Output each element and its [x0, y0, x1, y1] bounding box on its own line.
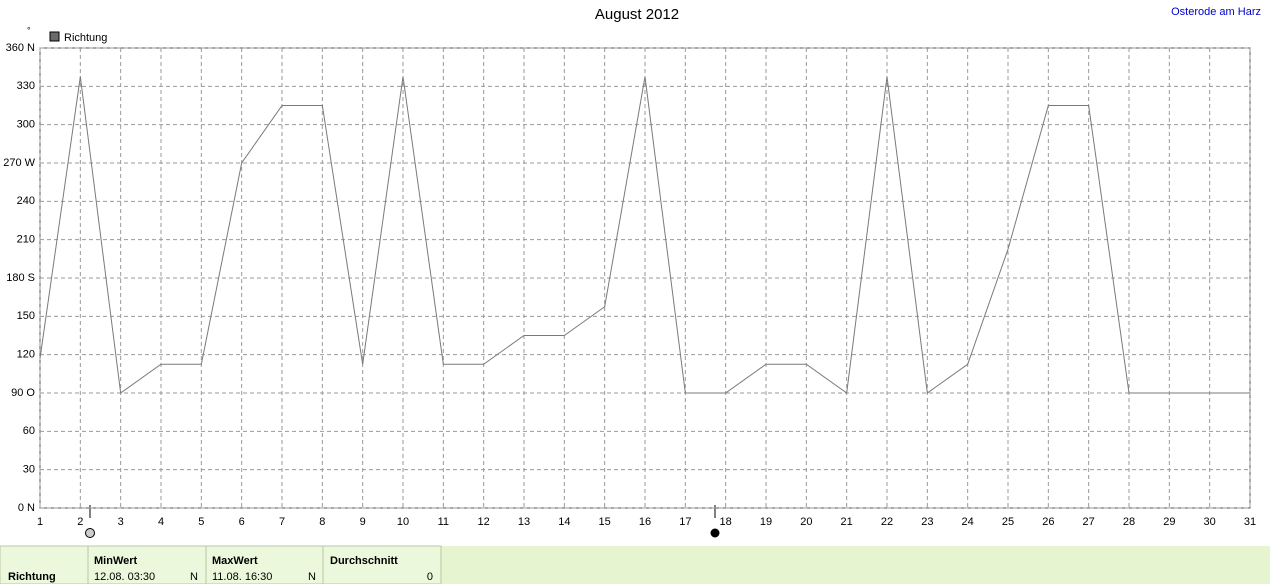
min-time: 12.08. 03:30 — [94, 571, 155, 583]
x-tick-label: 19 — [760, 516, 772, 528]
x-tick-label: 14 — [558, 516, 570, 528]
y-tick-label: 0 N — [18, 502, 35, 514]
moon-full — [85, 528, 95, 538]
x-tick-label: 12 — [478, 516, 490, 528]
y-tick-label: 180 S — [6, 272, 35, 284]
x-tick-label: 17 — [679, 516, 691, 528]
y-tick-label: 90 O — [11, 387, 35, 399]
x-tick-label: 25 — [1002, 516, 1014, 528]
row-label: Richtung — [8, 571, 56, 583]
x-tick-label: 22 — [881, 516, 893, 528]
x-tick-label: 6 — [239, 516, 245, 528]
avg-value: 0 — [427, 571, 433, 583]
x-tick-label: 24 — [962, 516, 974, 528]
y-tick-label: 30 — [23, 464, 35, 476]
y-tick-label: 330 — [17, 80, 35, 92]
col-header: MinWert — [94, 555, 138, 567]
max-dir: N — [308, 571, 316, 583]
x-tick-label: 2 — [77, 516, 83, 528]
x-tick-label: 4 — [158, 516, 164, 528]
moon-new — [710, 528, 720, 538]
x-tick-label: 16 — [639, 516, 651, 528]
x-tick-label: 15 — [599, 516, 611, 528]
y-tick-label: 360 N — [6, 42, 35, 54]
data-line — [39, 76, 1250, 394]
x-tick-label: 7 — [279, 516, 285, 528]
x-tick-label: 31 — [1244, 516, 1256, 528]
max-time: 11.08. 16:30 — [212, 571, 272, 583]
x-tick-label: 10 — [397, 516, 409, 528]
x-tick-label: 3 — [118, 516, 124, 528]
location: Osterode am Harz — [1171, 6, 1261, 18]
y-tick-label: 270 W — [3, 157, 35, 169]
x-tick-label: 20 — [800, 516, 812, 528]
x-tick-label: 26 — [1042, 516, 1054, 528]
x-tick-label: 28 — [1123, 516, 1135, 528]
chart-title: August 2012 — [595, 6, 679, 23]
x-tick-label: 11 — [438, 516, 449, 528]
y-tick-label: 60 — [23, 425, 35, 437]
y-tick-label: 210 — [17, 234, 35, 246]
x-tick-label: 29 — [1163, 516, 1175, 528]
col-header: MaxWert — [212, 555, 258, 567]
legend-swatch — [49, 31, 60, 42]
summary-table — [0, 545, 442, 584]
x-tick-label: 18 — [720, 516, 732, 528]
y-tick-label: 240 — [17, 195, 35, 207]
x-tick-label: 1 — [37, 516, 43, 528]
x-tick-label: 30 — [1204, 516, 1216, 528]
x-tick-label: 8 — [319, 516, 325, 528]
x-tick-label: 13 — [518, 516, 530, 528]
legend-label: Richtung — [64, 32, 107, 44]
x-tick-label: 21 — [841, 516, 853, 528]
unit: ° — [27, 25, 31, 35]
y-tick-label: 120 — [17, 349, 35, 361]
min-dir: N — [190, 571, 198, 583]
x-tick-label: 9 — [360, 516, 366, 528]
y-tick-label: 150 — [17, 310, 35, 322]
y-tick-label: 300 — [17, 119, 35, 131]
x-tick-label: 5 — [198, 516, 204, 528]
x-tick-label: 23 — [921, 516, 933, 528]
col-header: Durchschnitt — [330, 555, 398, 567]
x-tick-label: 27 — [1083, 516, 1095, 528]
